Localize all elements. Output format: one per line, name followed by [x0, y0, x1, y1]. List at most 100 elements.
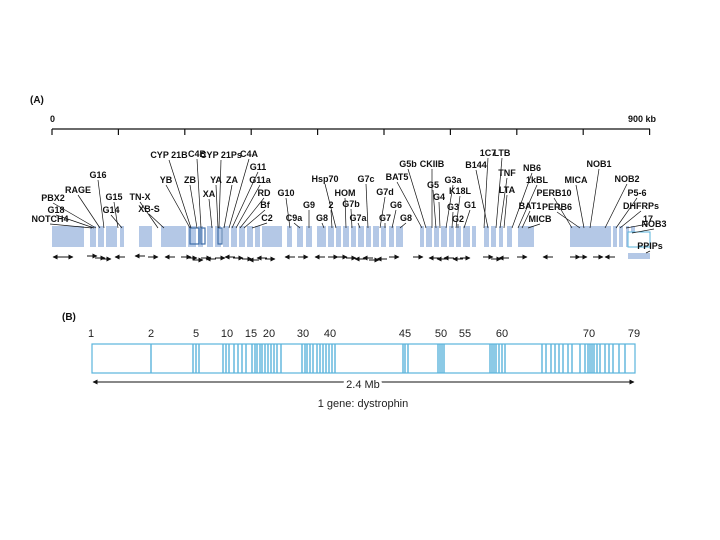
gene-label: NOTCH4: [31, 214, 68, 224]
gene-leader-line: [52, 202, 97, 229]
gene-label: LTA: [499, 185, 516, 195]
gene-label: XA: [203, 189, 216, 199]
gene-label: 2: [328, 200, 333, 210]
gene-label: G3a: [444, 175, 462, 185]
gene-outline-box: [189, 227, 200, 245]
gene-label: DHFRPs: [623, 201, 659, 211]
exon-number: 20: [263, 328, 275, 340]
exon-number: 79: [628, 328, 640, 340]
gene-leader-line: [521, 210, 531, 229]
gene-label: G7b: [342, 199, 360, 209]
gene-label: G10: [277, 188, 294, 198]
gene-block: [317, 226, 326, 247]
gene-leader-line: [575, 184, 585, 229]
gene-label: LTB: [494, 148, 511, 158]
ppips-block: [628, 253, 650, 259]
gene-label: G14: [102, 205, 119, 215]
gene-leader-line: [239, 197, 265, 229]
gene-label: P5-6: [627, 188, 646, 198]
gene-label: 17: [643, 214, 653, 224]
gene-leader-line: [495, 157, 503, 229]
gene-label: BAT1: [519, 201, 542, 211]
gene-leader-line: [215, 184, 219, 229]
gene-label: Hsp70: [311, 174, 338, 184]
gene-block: [351, 226, 356, 247]
gene-block: [434, 226, 439, 247]
gene-block: [507, 226, 512, 247]
gene-block: [90, 226, 96, 247]
gene-label: CYP 21Ps: [200, 150, 242, 160]
gene-label: ZA: [226, 175, 238, 185]
gene-leader-line: [165, 184, 191, 229]
gene-leader-line: [483, 157, 489, 229]
gene-leader-line: [243, 209, 266, 229]
exon-number-labels: 1 2 5 10 15 20 30 40 45 50 55 60 70 79: [88, 328, 640, 340]
gene-block: [484, 226, 489, 247]
exon-number: 10: [221, 328, 233, 340]
gene-label: C2: [261, 213, 273, 223]
gene-block: [570, 226, 611, 247]
gene-block: [373, 226, 379, 247]
gene-leader-line: [189, 184, 198, 229]
gene-label: G18: [47, 205, 64, 215]
gene-label: G3: [447, 202, 459, 212]
gene-label: G15: [105, 192, 122, 202]
gene-leader-line: [455, 195, 461, 229]
exon-number: 45: [399, 328, 411, 340]
gene-leader-line: [330, 209, 333, 229]
gene-block: [619, 226, 623, 247]
transcription-arrows: [52, 253, 615, 263]
dystrophin-gene-box: [91, 343, 636, 374]
gene-label: G2: [452, 214, 464, 224]
kb-axis: [51, 128, 651, 135]
gene-label: 1C7: [480, 148, 497, 158]
gene-block: [139, 226, 152, 247]
gene-block: [188, 226, 196, 247]
gene-leader-line: [589, 168, 600, 229]
gene-leader-line: [503, 194, 508, 229]
gene-label: RD: [258, 188, 271, 198]
gene-leader-line: [113, 201, 119, 229]
gene-label: PERB10: [536, 188, 571, 198]
gene-label: NOB2: [614, 174, 639, 184]
gene-leader-line: [344, 197, 347, 229]
gene-block: [358, 226, 364, 247]
exon-number: 15: [245, 328, 257, 340]
gene-block: [98, 226, 104, 247]
gene-label: G1: [464, 200, 476, 210]
exon-number: 1: [88, 328, 94, 340]
gene-leader-line: [148, 213, 165, 229]
exon-number: 40: [324, 328, 336, 340]
gene-track: [52, 226, 651, 259]
gene-label: YA: [210, 175, 222, 185]
gene-label: G11a: [249, 175, 272, 185]
gene-block: [255, 226, 260, 247]
gene-leader-line: [110, 214, 123, 229]
gene-leader-line: [208, 198, 213, 229]
gene-label: G8: [400, 213, 412, 223]
gene-leader-line: [645, 250, 651, 254]
gene-caption: 1 gene: dystrophin: [318, 398, 409, 410]
gene-label: TNF: [498, 168, 516, 178]
gene-leader-line: [223, 184, 233, 229]
gene-leader-line: [324, 183, 337, 229]
gene-label: G7: [379, 213, 391, 223]
gene-block: [297, 226, 303, 247]
gene-block: [472, 226, 476, 247]
gene-block: [499, 226, 503, 247]
gene-leader-line: [451, 211, 454, 229]
gene-label: G9: [303, 200, 315, 210]
gene-block: [366, 226, 371, 247]
gene-label: NOB3: [641, 219, 666, 229]
span-label: 2.4 Mb: [346, 379, 380, 391]
gene-label: C9a: [286, 213, 304, 223]
exon-number: 60: [496, 328, 508, 340]
gene-leader-line: [77, 194, 101, 229]
gene-leader-line: [399, 222, 407, 229]
gene-leader-line: [139, 201, 159, 229]
gene-block: [426, 226, 432, 247]
gene-block: [247, 226, 253, 247]
gene-label: K18L: [449, 186, 472, 196]
